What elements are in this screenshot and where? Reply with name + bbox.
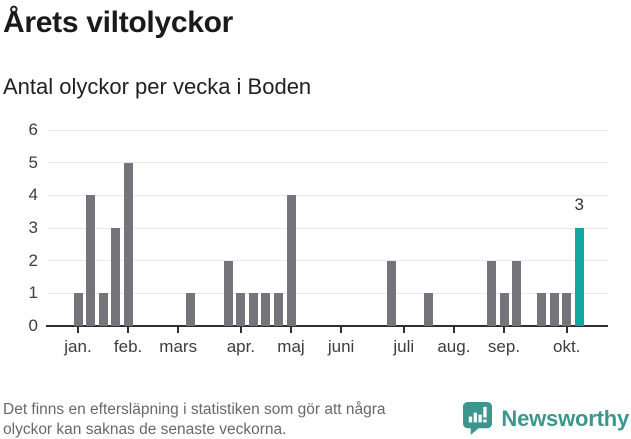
footnote-line-2: olyckor kan saknas de senaste veckorna. (3, 421, 287, 438)
x-axis-tick (402, 327, 405, 333)
gridline (48, 162, 608, 164)
y-axis-tick-label: 3 (28, 218, 38, 237)
bar (123, 162, 133, 326)
x-axis-tick (77, 327, 79, 333)
bar (549, 293, 559, 326)
bar (499, 293, 509, 326)
x-axis-tick-label: okt. (552, 337, 581, 356)
bar (261, 293, 271, 326)
bar (111, 228, 121, 326)
gridline (48, 194, 608, 196)
footnote-line-1: Det finns en eftersläpning i statistiken… (3, 401, 386, 418)
bar (248, 293, 258, 326)
gridline (48, 227, 608, 229)
gridline (48, 129, 608, 131)
chart-subtitle: Antal olyckor per vecka i Boden (3, 74, 312, 99)
y-axis-tick-label: 1 (28, 283, 38, 303)
x-axis-tick-label: feb. (113, 337, 143, 356)
x-axis-line (46, 325, 608, 327)
bar (512, 260, 521, 326)
x-axis-tick (340, 327, 343, 333)
x-axis-tick (503, 327, 505, 333)
x-axis-tick-label: juli (393, 337, 415, 356)
x-axis-tick-label: mars (159, 337, 198, 356)
bar (537, 293, 547, 326)
bar (274, 293, 283, 326)
bar (186, 293, 196, 326)
y-axis-tick-label: 6 (28, 120, 38, 139)
newsworthy-icon (462, 401, 493, 436)
bar (487, 260, 496, 326)
gridline (48, 292, 608, 294)
y-axis-tick-label: 2 (28, 250, 38, 270)
bar (223, 260, 233, 326)
newsworthy-wordmark: Newsworthy (501, 405, 629, 431)
bar (236, 293, 246, 326)
x-axis-tick-label: apr. (226, 337, 256, 356)
x-axis-tick (452, 327, 455, 333)
chart-title: Årets viltolyckor (3, 6, 233, 39)
x-axis-tick-label: maj (277, 337, 305, 356)
x-axis-tick (177, 327, 180, 333)
bar-value-annotation: 3 (574, 195, 584, 214)
x-axis-tick-label: aug. (437, 337, 471, 356)
x-axis-tick (290, 327, 292, 333)
bar (98, 293, 108, 326)
x-axis-tick (239, 327, 242, 333)
x-axis-tick-label: juni (327, 337, 355, 356)
bar (424, 293, 434, 326)
y-axis-tick-label: 0 (28, 316, 38, 335)
x-axis-tick-label: jan. (64, 337, 92, 356)
bar (73, 293, 83, 326)
bar (286, 195, 296, 326)
y-axis-tick-label: 4 (28, 185, 38, 205)
bar-highlighted (574, 228, 584, 326)
footnote: Det finns en eftersläpning i statistiken… (3, 400, 473, 439)
bar (562, 293, 572, 326)
bar (386, 260, 396, 326)
bar (86, 195, 95, 326)
x-axis-tick-label: sep. (487, 337, 521, 356)
newsworthy-logo: Newsworthy (462, 401, 629, 436)
x-axis-tick (565, 327, 568, 333)
gridline (48, 260, 608, 262)
x-axis-tick (127, 327, 130, 333)
y-axis-tick-label: 5 (28, 152, 38, 172)
plot-area: 0 1 2 3 4 5 6 jan. feb. mars apr. maj juni juli aug. se… (0, 118, 631, 368)
